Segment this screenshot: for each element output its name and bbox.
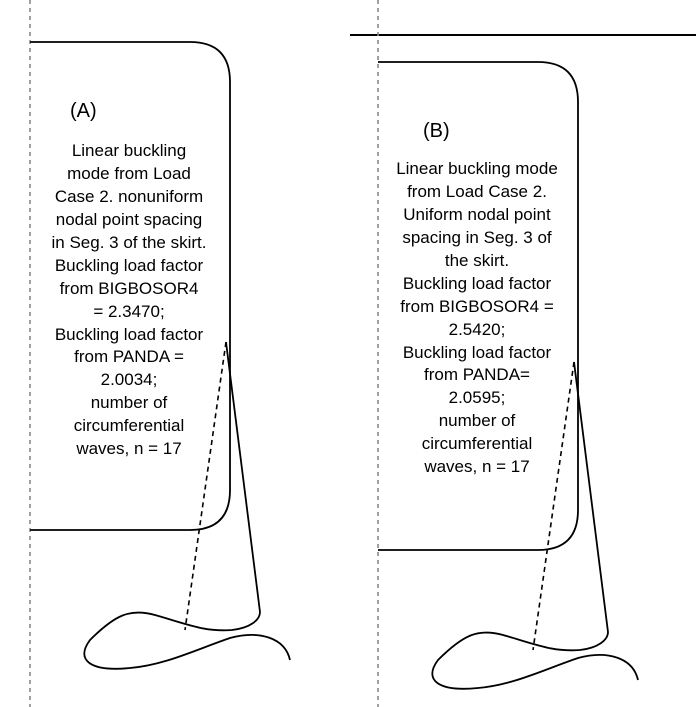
caption-line: waves, n = 17 — [24, 438, 234, 461]
caption-line: Case 2. nonuniform — [24, 186, 234, 209]
caption-line: the skirt. — [372, 250, 582, 273]
caption-line: from BIGBOSOR4 = — [372, 296, 582, 319]
caption-line: = 2.3470; — [24, 301, 234, 324]
caption-line: Buckling load factor — [372, 273, 582, 296]
panel-a-caption: Linear bucklingmode from LoadCase 2. non… — [24, 140, 234, 461]
panel-a-label: (A) — [70, 100, 97, 123]
caption-line: circumferential — [372, 433, 582, 456]
panel-b-caption: Linear buckling modefrom Load Case 2.Uni… — [372, 158, 582, 479]
caption-line: Uniform nodal point — [372, 204, 582, 227]
caption-line: from BIGBOSOR4 — [24, 278, 234, 301]
caption-line: Linear buckling — [24, 140, 234, 163]
caption-line: 2.5420; — [372, 319, 582, 342]
caption-line: waves, n = 17 — [372, 456, 582, 479]
caption-line: 2.0595; — [372, 387, 582, 410]
caption-line: in Seg. 3 of the skirt. — [24, 232, 234, 255]
caption-line: from Load Case 2. — [372, 181, 582, 204]
caption-line: Buckling load factor — [24, 324, 234, 347]
caption-line: Linear buckling mode — [372, 158, 582, 181]
caption-line: nodal point spacing — [24, 209, 234, 232]
caption-line: spacing in Seg. 3 of — [372, 227, 582, 250]
caption-line: Buckling load factor — [24, 255, 234, 278]
caption-line: circumferential — [24, 415, 234, 438]
caption-line: Buckling load factor — [372, 342, 582, 365]
caption-line: number of — [24, 392, 234, 415]
caption-line: from PANDA= — [372, 364, 582, 387]
panel-b-label: (B) — [423, 120, 450, 143]
caption-line: number of — [372, 410, 582, 433]
caption-line: 2.0034; — [24, 369, 234, 392]
caption-line: from PANDA = — [24, 346, 234, 369]
caption-line: mode from Load — [24, 163, 234, 186]
